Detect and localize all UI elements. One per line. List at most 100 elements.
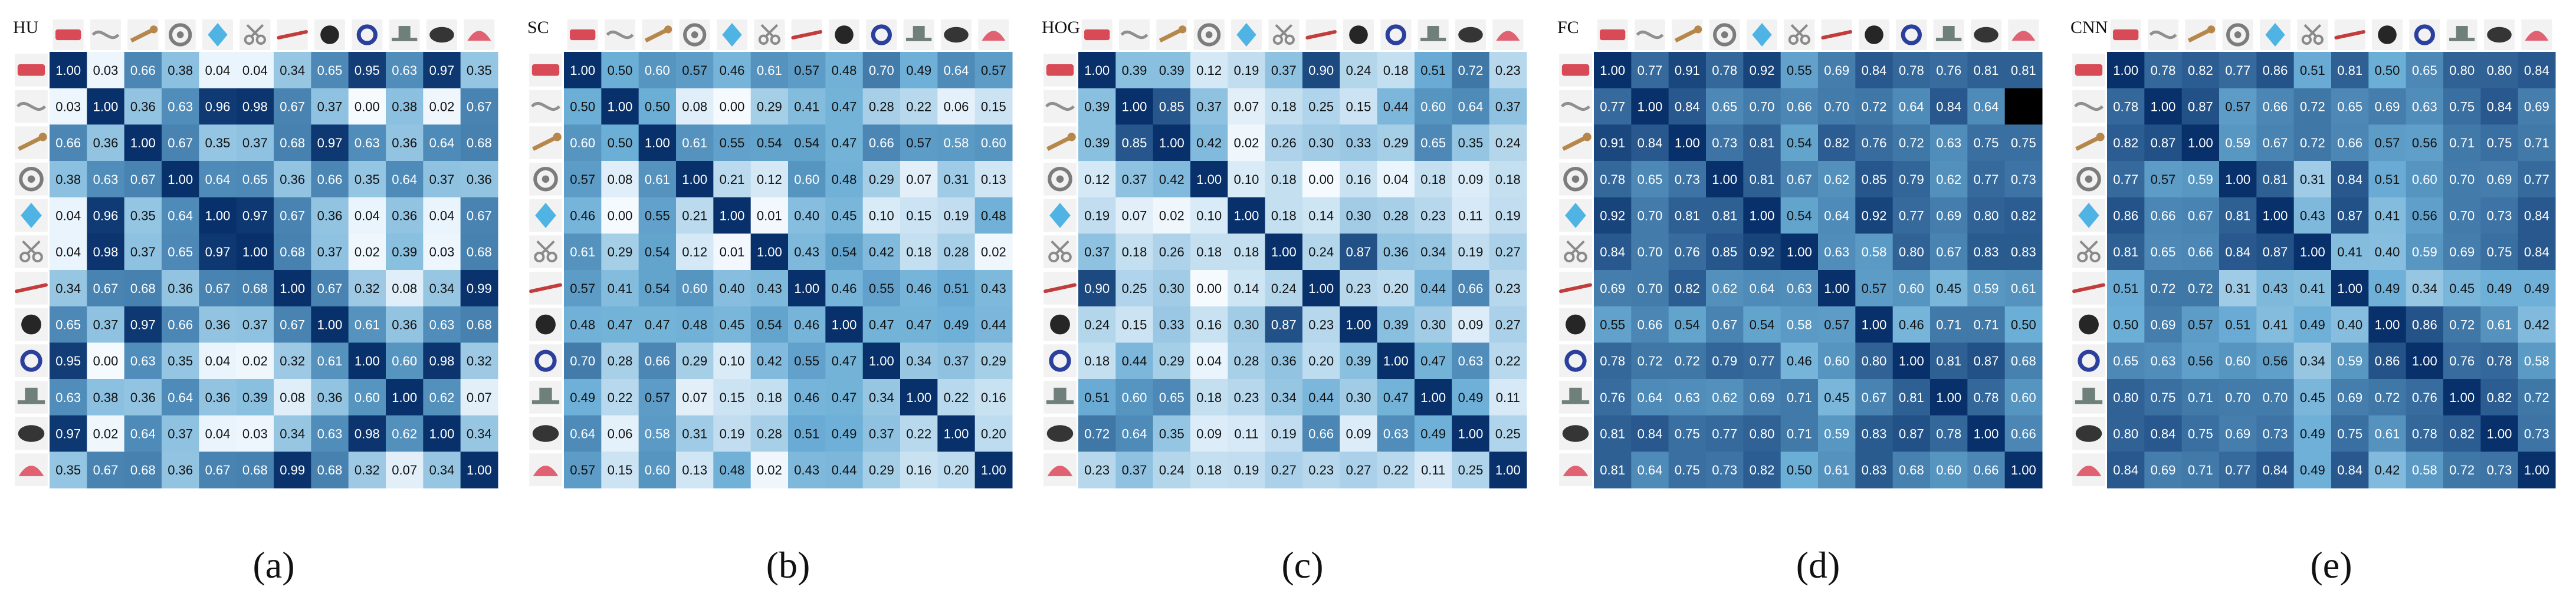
cell-value: 0.59	[2188, 172, 2213, 187]
heatmap-cell	[87, 52, 125, 89]
cell-value: 0.97	[55, 427, 81, 441]
heatmap-cell	[1377, 233, 1415, 271]
heatmap-cell	[1228, 52, 1266, 89]
gear-icon	[15, 163, 48, 196]
cell-value: 1.00	[355, 354, 380, 368]
heatmap-cell	[311, 342, 349, 380]
cell-value: 0.84	[2524, 63, 2549, 78]
cell-value: 0.19	[1458, 245, 1484, 259]
diamond-icon	[15, 199, 48, 232]
cell-value: 0.87	[2337, 209, 2362, 223]
cell-value: 0.67	[205, 463, 231, 477]
cell-value: 0.62	[392, 427, 417, 441]
heatmap-cell	[2331, 306, 2369, 343]
cell-value: 1.00	[981, 463, 1006, 477]
gear-icon	[679, 19, 710, 50]
cell-value: 0.10	[869, 209, 894, 223]
cell-value: 0.47	[869, 318, 894, 332]
heatmap-cell	[2004, 270, 2043, 307]
cell-value: 0.75	[2487, 245, 2512, 259]
cell-value: 0.99	[280, 463, 305, 477]
heatmap-cell	[1967, 415, 2006, 452]
heatmap-cell	[162, 233, 199, 271]
cell-value: 0.83	[2011, 245, 2036, 259]
cell-value: 1.00	[869, 354, 894, 368]
cell-value: 0.77	[2113, 172, 2138, 187]
heatmap-cell	[788, 379, 826, 416]
cell-value: 0.43	[2263, 281, 2288, 296]
cell-value: 1.00	[794, 281, 819, 296]
heatmap-cell	[274, 379, 311, 416]
heatmap-cell	[1892, 124, 1931, 162]
cell-value: 0.35	[355, 172, 380, 187]
cable-icon	[1043, 90, 1077, 123]
cell-value: 0.00	[608, 209, 633, 223]
heatmap-cell	[564, 197, 602, 234]
heatmap-cell	[974, 270, 1013, 307]
heatmap-cell	[601, 52, 639, 89]
heatmap-cell	[1706, 161, 1744, 198]
cell-value: 0.96	[93, 209, 119, 223]
cell-value: 0.73	[1675, 172, 1700, 187]
cell-value: 0.72	[2449, 318, 2475, 332]
diamond-icon	[1559, 199, 1592, 232]
eraser-icon	[529, 54, 562, 87]
heatmap-cell	[2004, 306, 2043, 343]
heatmap-cell	[236, 161, 274, 198]
heatmap-cell	[1706, 52, 1744, 89]
cell-value: 0.65	[317, 63, 343, 78]
cell-value: 0.68	[242, 463, 268, 477]
heatmap-cell	[638, 270, 677, 307]
heatmap-cell	[1415, 379, 1452, 416]
cell-value: 0.49	[2300, 318, 2325, 332]
cell-value: 0.55	[645, 209, 670, 223]
heatmap-cell	[162, 379, 199, 416]
cell-value: 0.49	[2300, 427, 2325, 441]
heatmap-cell	[638, 197, 677, 234]
heatmap-cell	[274, 197, 311, 234]
disc-icon	[15, 308, 48, 341]
cell-value: 0.54	[1787, 136, 1812, 150]
heatmap-cell	[2480, 270, 2519, 307]
cell-value: 0.66	[1787, 100, 1812, 114]
cell-value: 0.67	[467, 100, 492, 114]
heatmap-cell	[1452, 161, 1490, 198]
heatmap-cell	[900, 197, 938, 234]
cell-value: 0.26	[1271, 136, 1297, 150]
cell-value: 0.23	[1420, 209, 1446, 223]
cell-value: 0.75	[2151, 390, 2176, 405]
cell-value: 0.67	[280, 100, 305, 114]
heatmap-cell	[750, 52, 789, 89]
heatmap-cell	[2181, 415, 2220, 452]
cell-value: 0.34	[55, 281, 81, 296]
cell-value: 0.54	[757, 318, 782, 332]
heatmap-cell	[162, 124, 199, 162]
heatmap-cell	[2181, 161, 2220, 198]
cell-value: 0.65	[1638, 172, 1663, 187]
heatmap-cell	[1631, 88, 1669, 125]
cell-value: 0.42	[757, 354, 782, 368]
heatmap-cell	[460, 379, 498, 416]
heatmap-cell	[423, 270, 461, 307]
cell-value: 0.80	[1974, 209, 1999, 223]
cell-value: 0.40	[794, 209, 819, 223]
cell-value: 0.48	[832, 63, 857, 78]
heatmap-cell	[1631, 233, 1669, 271]
cell-value: 0.18	[1383, 63, 1409, 78]
heatmap-cell	[1190, 88, 1228, 125]
heatmap-cell	[199, 161, 237, 198]
cell-value: 0.38	[168, 63, 193, 78]
heatmap-cell	[1340, 379, 1378, 416]
heatmap-cell	[2107, 197, 2145, 234]
cell-value: 0.54	[645, 281, 670, 296]
cell-value: 0.63	[55, 390, 81, 405]
cell-value: 0.27	[1495, 318, 1521, 332]
cell-value: 0.04	[429, 209, 455, 223]
heatmap-cell	[1594, 197, 1632, 234]
heatmap-cell	[2293, 451, 2332, 489]
heatmap-cell	[1489, 415, 1527, 452]
cell-value: 0.19	[1234, 463, 1259, 477]
heatmap-cell	[900, 161, 938, 198]
heatmap-cell	[713, 52, 752, 89]
